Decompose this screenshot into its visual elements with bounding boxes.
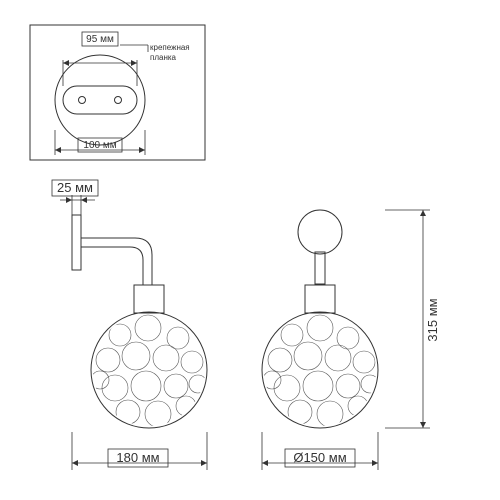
label-180mm: 180 мм <box>116 450 159 465</box>
mounting-caption: крепежная планка <box>148 40 200 62</box>
label-100mm: 100 мм <box>83 140 116 151</box>
label-315mm: 315 мм <box>425 298 440 341</box>
dim-25mm: 25 мм <box>52 180 98 215</box>
mounting-plate-panel: 95 мм крепежная планка 100 мм <box>30 25 205 160</box>
label-95mm: 95 мм <box>86 34 114 45</box>
label-25mm: 25 мм <box>57 180 93 195</box>
side-view: 25 мм 180 мм <box>52 180 207 470</box>
dim-180mm: 180 мм <box>72 432 207 470</box>
drawing-canvas: 95 мм крепежная планка 100 мм <box>0 0 500 500</box>
label-d150mm: Ø150 мм <box>293 450 346 465</box>
dim-100mm: 100 мм <box>55 130 145 155</box>
dim-315mm: 315 мм <box>385 210 450 428</box>
svg-text:крепежная: крепежная <box>150 43 190 52</box>
front-view: Ø150 мм 315 мм <box>262 210 450 470</box>
dim-95mm: 95 мм <box>63 32 148 86</box>
dim-150mm: Ø150 мм <box>262 432 378 470</box>
svg-text:планка: планка <box>150 53 177 62</box>
